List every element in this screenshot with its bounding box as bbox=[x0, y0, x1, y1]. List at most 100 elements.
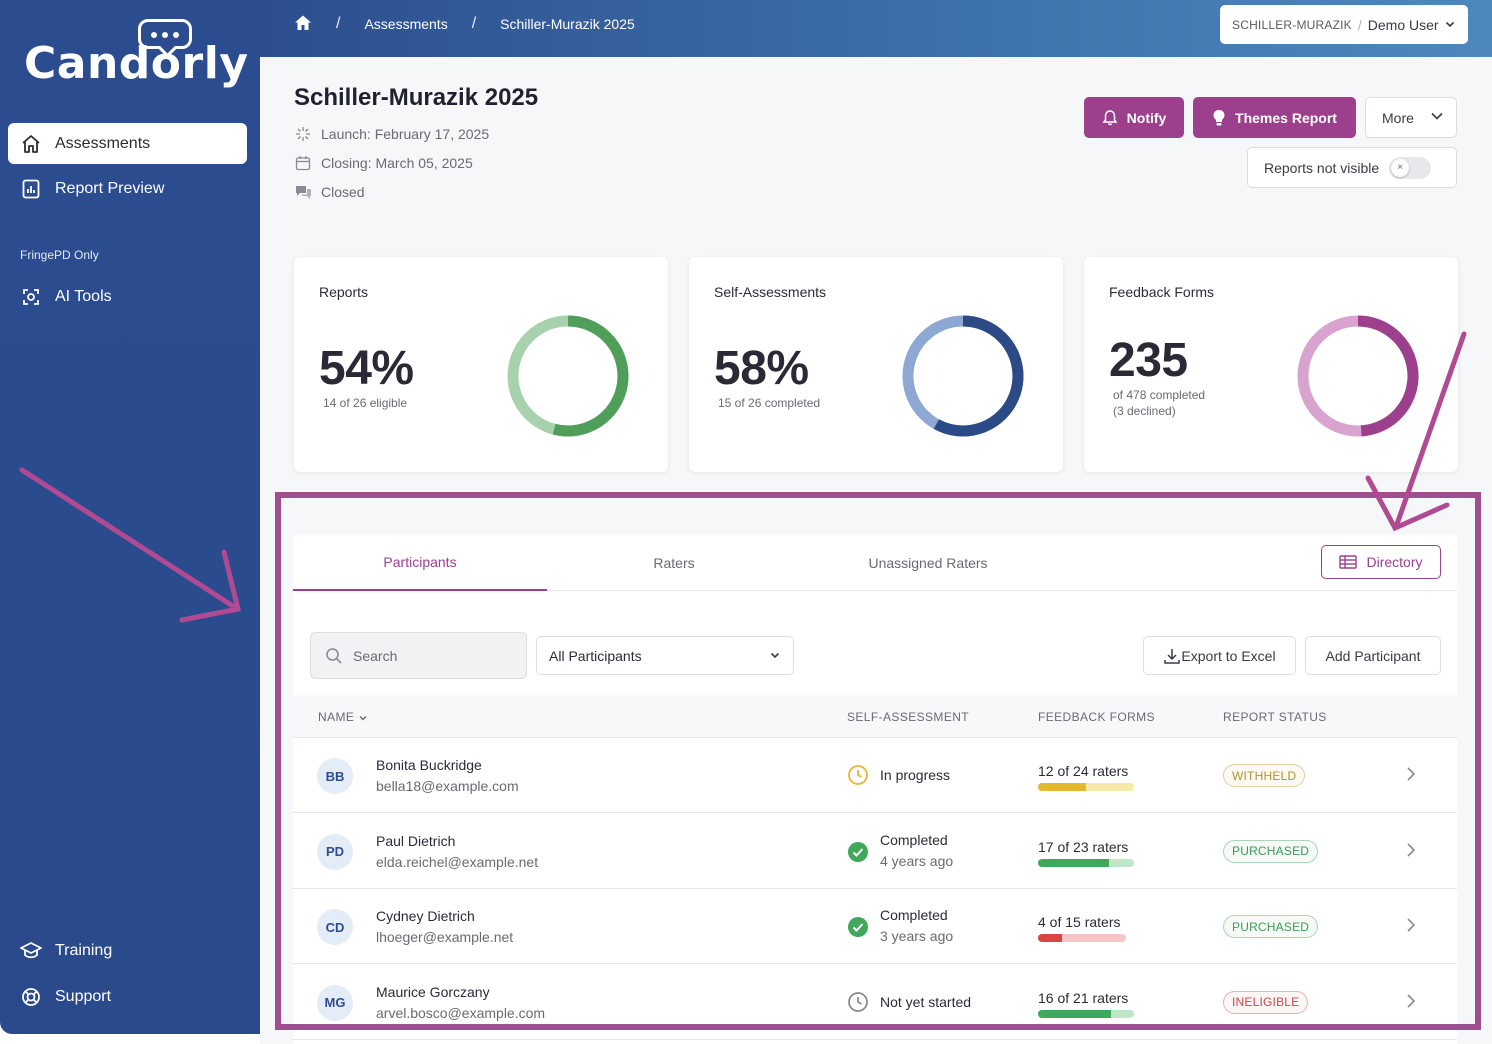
feedback-progress-bar bbox=[1038, 858, 1134, 867]
chevron-right-icon[interactable] bbox=[1405, 916, 1417, 939]
sidebar-section-label: FringePD Only bbox=[20, 248, 99, 262]
chevron-right-icon[interactable] bbox=[1405, 841, 1417, 864]
sidebar-item-label: AI Tools bbox=[55, 287, 112, 305]
sidebar-item-assessments[interactable]: Assessments bbox=[8, 123, 247, 164]
feedback-forms-card: Feedback Forms 235 of 478 completed (3 de… bbox=[1084, 257, 1458, 472]
breadcrumb-separator: / bbox=[336, 15, 341, 32]
feedback-progress-bar bbox=[1038, 934, 1126, 942]
self-assessment-status: Not yet started bbox=[880, 993, 972, 1010]
breadcrumb-separator: / bbox=[471, 15, 477, 32]
self-assessment-when: 4 years ago bbox=[880, 852, 954, 869]
download-icon bbox=[1164, 648, 1181, 664]
chevron-right-icon[interactable] bbox=[1405, 765, 1417, 788]
reports-visibility-toggle[interactable]: × bbox=[1389, 156, 1432, 179]
column-name[interactable]: NAME bbox=[318, 710, 368, 724]
donut-chart bbox=[902, 315, 1024, 437]
chat-bubble-icon bbox=[138, 19, 192, 49]
avatar: CD bbox=[317, 909, 353, 945]
donut-progress bbox=[902, 315, 1024, 437]
home-icon bbox=[20, 133, 42, 155]
avatar: PD bbox=[317, 833, 353, 870]
chat-icon bbox=[294, 183, 312, 201]
lightbulb-icon bbox=[1213, 109, 1225, 125]
participant-email: lhoeger@example.net bbox=[376, 929, 514, 945]
chevron-down-icon bbox=[359, 715, 367, 721]
calendar-icon bbox=[294, 154, 312, 172]
table-row[interactable]: CD Cydney Dietrich lhoeger@example.net C… bbox=[293, 889, 1457, 964]
card-title: Self-Assessments bbox=[714, 284, 827, 300]
lifebuoy-icon bbox=[20, 986, 42, 1008]
assessment-status: Closed bbox=[294, 183, 365, 201]
sidebar-item-label: Support bbox=[55, 987, 112, 1005]
tab-participants[interactable]: Participants bbox=[293, 535, 547, 591]
org-user-select[interactable]: SCHILLER-MURAZIK / Demo User bbox=[1220, 5, 1468, 44]
status-badge: INELIGIBLE bbox=[1223, 990, 1309, 1014]
donut-chart bbox=[507, 315, 629, 437]
org-user-separator: / bbox=[1357, 16, 1362, 33]
sidebar-item-training[interactable]: Training bbox=[8, 930, 247, 971]
feedback-forms-count: 17 of 23 raters bbox=[1038, 838, 1129, 855]
close-icon: × bbox=[1391, 158, 1410, 177]
self-assessments-card: Self-Assessments 58% 15 of 26 completed bbox=[689, 257, 1063, 472]
card-value: 235 bbox=[1109, 334, 1188, 387]
sidebar-item-label: Assessments bbox=[55, 134, 151, 152]
tab-raters[interactable]: Raters bbox=[653, 555, 695, 571]
launch-date: Launch: February 17, 2025 bbox=[294, 125, 489, 143]
main-content: Schiller-Murazik 2025 Launch: February 1… bbox=[260, 57, 1492, 1044]
table-row[interactable]: BB Bonita Buckridge bella18@example.com … bbox=[293, 738, 1457, 813]
add-participant-button[interactable]: Add Participant bbox=[1305, 636, 1441, 675]
feedback-progress-fill bbox=[1038, 858, 1110, 867]
table-icon bbox=[1339, 555, 1358, 569]
card-subtitle: of 478 completed (3 declined) bbox=[1113, 388, 1206, 418]
chevron-down-icon bbox=[1444, 17, 1456, 33]
more-dropdown[interactable]: More bbox=[1365, 97, 1457, 138]
user-name: Demo User bbox=[1367, 16, 1439, 33]
bell-icon bbox=[1102, 110, 1118, 126]
self-assessment-status: Completed bbox=[880, 907, 948, 923]
card-subtitle: 15 of 26 completed bbox=[718, 396, 821, 410]
card-title: Feedback Forms bbox=[1109, 284, 1215, 300]
org-name: SCHILLER-MURAZIK bbox=[1232, 17, 1352, 32]
feedback-progress-fill bbox=[1038, 1009, 1111, 1018]
feedback-progress-bar bbox=[1038, 783, 1134, 791]
participant-email: arvel.bosco@example.com bbox=[376, 1004, 546, 1021]
panel-tabs: Participants Raters Unassigned Raters Di… bbox=[293, 535, 1457, 591]
ai-tools-icon bbox=[20, 286, 42, 308]
column-self-assessment: SELF-ASSESSMENT bbox=[847, 710, 970, 724]
search-placeholder: Search bbox=[353, 647, 398, 664]
check-circle-icon bbox=[847, 841, 869, 863]
highlight-frame bbox=[275, 492, 1481, 1030]
feedback-forms-count: 16 of 21 raters bbox=[1038, 989, 1129, 1006]
participant-name: Paul Dietrich bbox=[376, 832, 456, 849]
participant-name: Maurice Gorczany bbox=[376, 983, 490, 1000]
home-icon[interactable] bbox=[294, 14, 312, 35]
reports-card: Reports 54% 14 of 26 eligible bbox=[294, 257, 668, 472]
breadcrumb-assessments[interactable]: Assessments bbox=[364, 16, 448, 32]
closing-date: Closing: March 05, 2025 bbox=[294, 154, 473, 172]
table-row[interactable]: PD Paul Dietrich elda.reichel@example.ne… bbox=[293, 813, 1457, 889]
sidebar-item-ai-tools[interactable]: AI Tools bbox=[8, 276, 247, 317]
search-input[interactable]: Search bbox=[310, 632, 527, 679]
feedback-progress-bar bbox=[1038, 1009, 1134, 1018]
themes-report-button[interactable]: Themes Report bbox=[1193, 97, 1356, 138]
tab-unassigned-raters[interactable]: Unassigned Raters bbox=[868, 555, 988, 571]
notify-button[interactable]: Notify bbox=[1084, 97, 1184, 138]
logo-text: Candorly bbox=[24, 38, 249, 89]
sidebar-item-support[interactable]: Support bbox=[8, 976, 247, 1017]
status-badge: PURCHASED bbox=[1223, 915, 1319, 938]
chevron-right-icon[interactable] bbox=[1405, 992, 1417, 1015]
sidebar-item-label: Report Preview bbox=[55, 179, 165, 197]
feedback-forms-count: 4 of 15 raters bbox=[1038, 914, 1121, 930]
sidebar-item-label: Training bbox=[55, 941, 113, 959]
directory-button[interactable]: Directory bbox=[1321, 545, 1441, 579]
sidebar-item-report-preview[interactable]: Report Preview bbox=[8, 168, 247, 209]
clock-outline-icon bbox=[847, 991, 869, 1013]
self-assessment-status: In progress bbox=[880, 767, 951, 783]
launch-icon bbox=[294, 125, 312, 143]
export-excel-button[interactable]: Export to Excel bbox=[1143, 636, 1296, 675]
card-subtitle: 14 of 26 eligible bbox=[323, 396, 408, 410]
participant-filter-select[interactable]: All Participants bbox=[536, 636, 794, 675]
card-value: 58% bbox=[714, 342, 809, 395]
column-feedback-forms: FEEDBACK FORMS bbox=[1038, 710, 1155, 724]
candorly-logo[interactable]: Candorly bbox=[24, 16, 248, 96]
